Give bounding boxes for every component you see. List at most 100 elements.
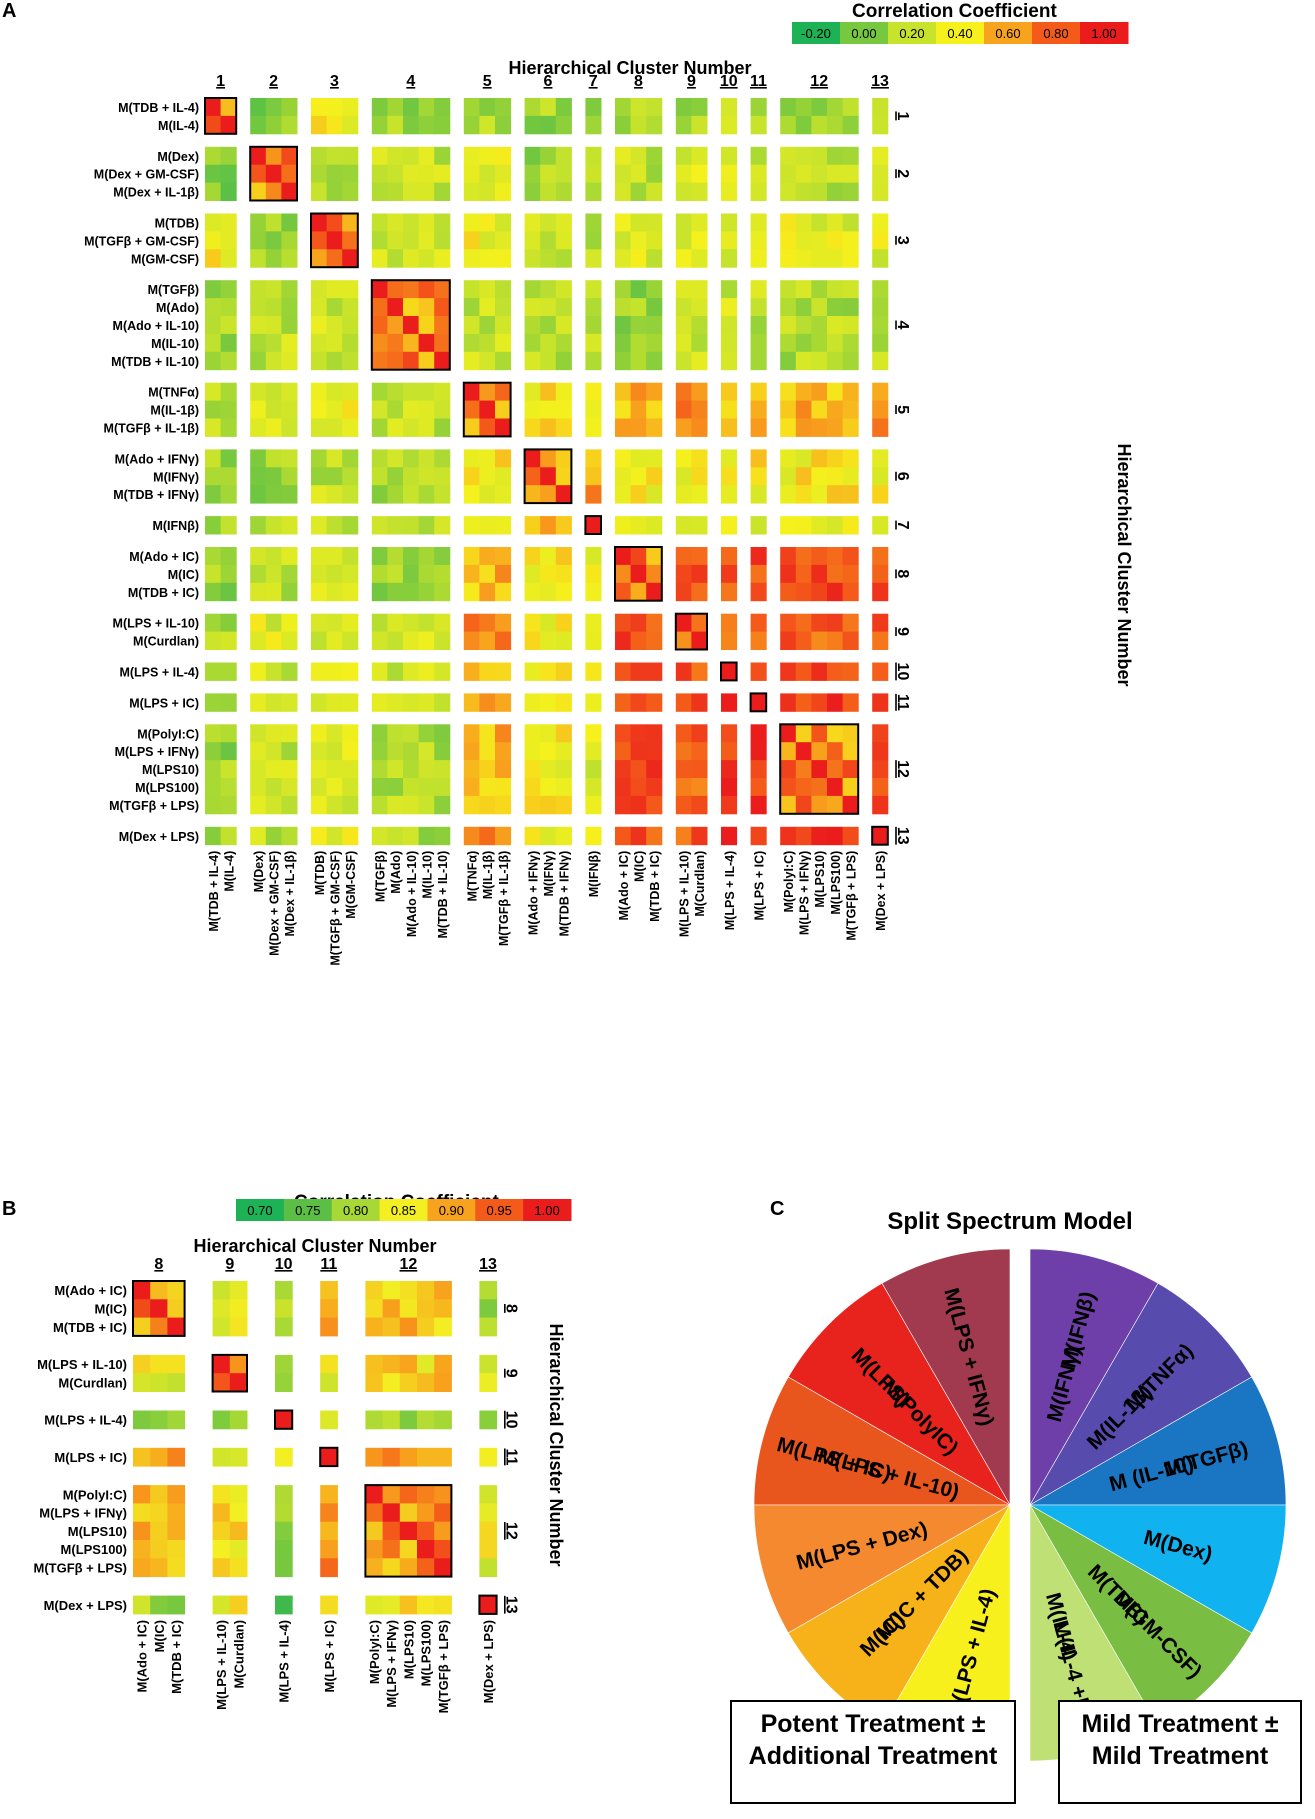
panel-b-cell (133, 1317, 151, 1337)
panel-a-cell (463, 826, 480, 846)
panel-a-cell (281, 400, 298, 419)
panel-a-colorbar-swatch (888, 22, 937, 44)
panel-a-cell (691, 662, 708, 681)
mild-pie-slice (1029, 1248, 1159, 1507)
panel-a-cell (780, 280, 797, 299)
panel-a-cell (630, 316, 647, 335)
panel-a-cell (495, 351, 512, 371)
panel-a-cell (418, 298, 435, 317)
panel-a-cell (403, 146, 420, 166)
panel-b-cell (399, 1558, 418, 1578)
panel-a-cell (265, 449, 282, 468)
panel-a-cell (403, 98, 420, 117)
panel-b-diagonal-box (319, 1446, 339, 1468)
panel-b-col-axis-title: Hierarchical Cluster Number (193, 1236, 436, 1256)
panel-a-cell (540, 516, 557, 535)
panel-a-cell (811, 351, 828, 371)
panel-a-cell (675, 382, 692, 402)
panel-a-cell (463, 613, 480, 633)
panel-a-cell (387, 418, 404, 437)
panel-a-cell (495, 164, 512, 184)
panel-a-cell (342, 826, 359, 846)
panel-a-cell (827, 724, 844, 743)
panel-a-cell (795, 613, 812, 633)
panel-a-cell (495, 547, 512, 566)
panel-a-cell (463, 760, 480, 779)
panel-a-cell (750, 778, 767, 797)
panel-a-cell (326, 418, 343, 437)
panel-a-cell (403, 182, 420, 201)
panel-a-cell (326, 582, 343, 602)
panel-a-cell (750, 400, 767, 419)
panel-a-cell (585, 826, 602, 846)
panel-a-cell (721, 564, 738, 584)
panel-b-cell (167, 1447, 186, 1467)
panel-a-cell (691, 164, 708, 184)
panel-a-cell (811, 449, 828, 468)
panel-a-cell (540, 182, 557, 201)
panel-a-cell (265, 826, 282, 846)
panel-a-cell (540, 213, 557, 232)
panel-a-diagonal-box (204, 97, 238, 135)
panel-a-cell (555, 564, 572, 584)
panel-a-cell (479, 98, 496, 117)
panel-a-cell (646, 115, 663, 135)
panel-a-cell (780, 724, 797, 743)
panel-b-cell (229, 1503, 248, 1523)
panel-a-col-label: M(Ado + IFNγ) (526, 851, 540, 935)
panel-b-cell (133, 1540, 151, 1559)
panel-a-cell (540, 164, 557, 184)
panel-a-row-label: M(IL-10) (151, 337, 199, 351)
panel-b-diagonal-box (478, 1594, 498, 1615)
panel-a-row-label: M(TDB + IL-4) (118, 101, 199, 115)
panel-a-cell (495, 418, 512, 437)
panel-a-cell (691, 400, 708, 419)
panel-b-colorbar-label: 0.80 (343, 1203, 368, 1218)
panel-a-cell (842, 564, 859, 584)
panel-b-cell (399, 1503, 418, 1523)
panel-a-cell (220, 249, 237, 268)
mild-pie-slice (1029, 1282, 1253, 1506)
panel-a-row-label: M(TDB + IFNγ) (113, 488, 199, 502)
panel-a-cell (250, 164, 267, 184)
panel-a-cell (811, 662, 828, 681)
panel-a-cell (524, 280, 541, 299)
panel-a-cell (371, 693, 388, 712)
panel-a-row-label: M(LPS + IFNγ) (115, 745, 199, 759)
panel-a-cell (540, 231, 557, 250)
panel-a-cell (646, 662, 663, 681)
panel-a-cell (721, 662, 738, 681)
panel-a-cell (479, 231, 496, 250)
panel-b-cell (417, 1503, 435, 1523)
panel-a-cell (795, 418, 812, 437)
panel-a-cell (872, 351, 889, 371)
panel-a-cell (872, 724, 889, 743)
panel-b-heatmap: 0.70 0.75 0.80 0.85 0.90 0.95 1.00 Hierarchical… (33, 1199, 572, 1713)
panel-a-cell (872, 382, 889, 402)
panel-a-cell (342, 298, 359, 317)
panel-a-cell (387, 146, 404, 166)
panel-a-cell (842, 351, 859, 371)
panel-a-cell (403, 316, 420, 335)
panel-a-cell (646, 213, 663, 232)
panel-b-cell (399, 1447, 418, 1467)
panel-a-cell (615, 298, 632, 317)
panel-a-cell (265, 778, 282, 797)
panel-a-cell (342, 351, 359, 371)
panel-a-cell (265, 418, 282, 437)
panel-a-cell (780, 613, 797, 633)
panel-a-cell (795, 400, 812, 419)
panel-a-cell (630, 382, 647, 402)
panel-a-cell (827, 564, 844, 584)
panel-a-cell (811, 631, 828, 650)
panel-b-cell (479, 1503, 498, 1523)
panel-a-cell (220, 164, 237, 184)
panel-a-cell (615, 182, 632, 201)
panel-a-cell (615, 164, 632, 184)
panel-b-cell (275, 1521, 293, 1541)
panel-a-cell (827, 742, 844, 761)
panel-a-cell (630, 662, 647, 681)
panel-a-cell (750, 213, 767, 232)
panel-a-cell (842, 693, 859, 712)
panel-b-col-label: M(PolyI:C) (367, 1620, 382, 1684)
